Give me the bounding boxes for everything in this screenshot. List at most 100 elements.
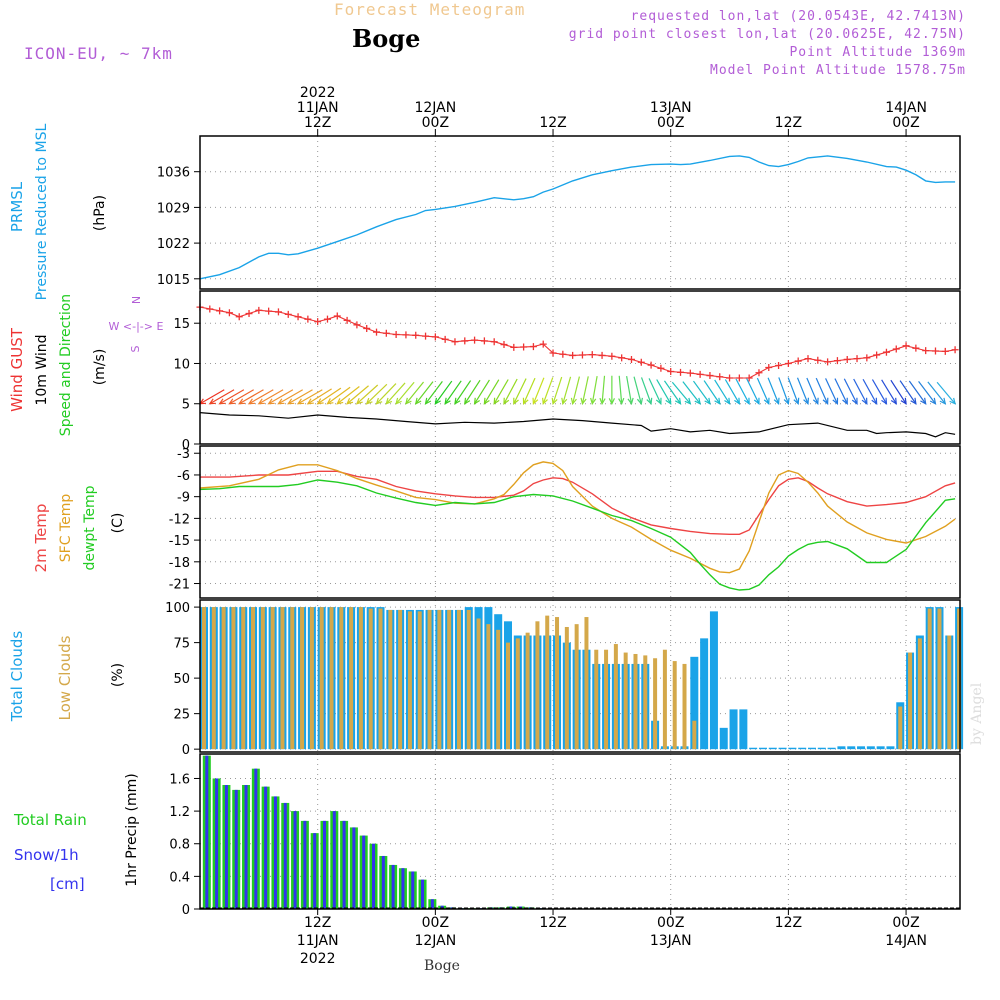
- gust-marker: [775, 361, 783, 369]
- point-altitude: Point Altitude 1369m: [789, 45, 966, 60]
- x-tick-label-bottom: 2022: [300, 951, 336, 967]
- wind-direction-arrow: [434, 380, 453, 405]
- gust-marker: [647, 361, 655, 369]
- arrow-shaft: [503, 378, 518, 405]
- gust-marker: [284, 310, 292, 318]
- wind-direction-arrow: [599, 375, 606, 406]
- arrow-shaft: [219, 389, 245, 405]
- panel-frame-3: [199, 445, 961, 599]
- arrow-head: [665, 397, 672, 405]
- wind-direction-arrow: [724, 379, 741, 405]
- wind-direction-arrow: [692, 380, 711, 405]
- label-10m-wind: 10m Wind: [34, 334, 50, 405]
- gust-marker: [726, 374, 734, 382]
- arrow-shaft: [591, 376, 598, 404]
- cloud-low-bar: [633, 653, 638, 750]
- arrow-head: [522, 397, 529, 405]
- gust-marker: [804, 355, 812, 363]
- arrow-shaft: [483, 379, 500, 405]
- arrow-head: [247, 398, 256, 405]
- grid-point-coordinates: grid point closest lon,lat (20.0625E, 42…: [568, 27, 966, 42]
- arrow-head: [434, 397, 441, 405]
- y-tick-label: -18: [169, 556, 190, 571]
- cloud-low-bar: [574, 624, 579, 750]
- arrow-head: [473, 397, 480, 405]
- wind-direction-arrow: [640, 377, 653, 406]
- arrow-head: [704, 397, 711, 405]
- cloud-total-bar: [749, 747, 758, 750]
- gust-marker: [294, 313, 302, 321]
- cloud-total-bar: [837, 746, 846, 750]
- arrow-head: [570, 397, 577, 406]
- arrow-shaft: [513, 378, 527, 404]
- wind-direction-arrow: [385, 382, 406, 405]
- cloud-total-bar: [886, 746, 895, 750]
- marks-layer: [196, 155, 964, 909]
- cloud-low-bar: [437, 609, 442, 750]
- snow-bar: [224, 785, 228, 909]
- arrow-head: [599, 397, 606, 406]
- x-tick-label-bottom: 00Z: [892, 915, 919, 931]
- y-tick-label: -6: [177, 469, 190, 484]
- arrow-shaft: [692, 380, 711, 405]
- gust-marker: [510, 343, 518, 351]
- panel-frame-5: [199, 753, 961, 910]
- gust-marker: [637, 358, 645, 366]
- wind-direction-arrow: [633, 376, 644, 406]
- arrow-shaft: [682, 381, 701, 405]
- cloud-low-bar: [496, 629, 501, 750]
- cloud-total-bar: [758, 747, 767, 750]
- y-tick-label: -12: [169, 512, 190, 527]
- wind-direction-arrow: [871, 379, 888, 405]
- model-label: ICON-EU, ~ 7km: [24, 44, 173, 63]
- arrow-shaft: [908, 380, 927, 405]
- wind-direction-arrow: [918, 381, 937, 405]
- cloud-total-bar: [690, 656, 699, 750]
- x-tick-label-bottom: 12Z: [775, 915, 802, 931]
- cloud-low-bar: [623, 652, 628, 750]
- wind-direction-arrow: [454, 380, 472, 405]
- arrow-shaft: [796, 377, 809, 404]
- gust-marker: [549, 349, 557, 357]
- snow-bar: [264, 786, 268, 909]
- arrow-head: [753, 397, 760, 405]
- arrow-head: [306, 398, 314, 405]
- wind-direction-arrow: [306, 388, 332, 405]
- snow-bar: [352, 827, 356, 909]
- wind-direction-arrow: [365, 383, 388, 405]
- arrow-shaft: [376, 383, 397, 405]
- cloud-total-bar: [719, 727, 728, 750]
- arrow-shaft: [671, 381, 691, 405]
- snow-bar: [283, 802, 287, 909]
- cloud-low-bar: [653, 658, 658, 750]
- arrow-shaft: [640, 377, 652, 404]
- y-tick-label: 0: [182, 438, 190, 453]
- arrow-head: [454, 397, 461, 405]
- arrow-head: [773, 397, 780, 406]
- arrow-head: [513, 397, 519, 405]
- label-prmsl: PRMSL: [8, 181, 26, 232]
- arrow-head: [939, 397, 947, 405]
- y-tick-label: 1015: [157, 273, 190, 288]
- label-pressure-msl: Pressure Reduced to MSL: [34, 123, 50, 300]
- label-2m-temp: 2m Temp: [32, 504, 50, 573]
- cloud-low-bar: [476, 618, 481, 750]
- arrow-shaft: [806, 377, 819, 404]
- wind-direction-arrow: [656, 379, 672, 405]
- gust-marker: [520, 343, 528, 351]
- wind-direction-arrow: [778, 377, 790, 406]
- wind-direction-arrow: [618, 375, 625, 406]
- arrow-shaft: [209, 389, 235, 405]
- wind-direction-arrow: [336, 386, 360, 405]
- wind-direction-arrow: [825, 378, 839, 405]
- gust-marker: [863, 354, 871, 362]
- arrow-head: [861, 397, 868, 405]
- arrow-shaft: [927, 381, 946, 405]
- arrow-shaft: [656, 379, 672, 405]
- arrow-head: [812, 397, 819, 406]
- label-dewpt-temp: dewpt Temp: [82, 485, 98, 570]
- cloud-low-bar: [202, 607, 206, 750]
- wind-direction-arrow: [228, 389, 254, 405]
- cloud-low-bar: [358, 607, 363, 750]
- gust-marker: [755, 369, 763, 377]
